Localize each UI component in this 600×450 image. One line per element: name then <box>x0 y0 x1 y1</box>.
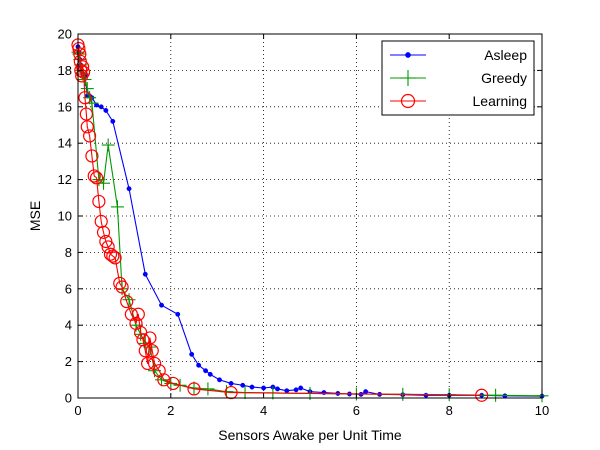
series-learning-point-15 <box>92 194 106 209</box>
x-tick-label-0: 0 <box>74 403 81 418</box>
series-learning-point-35 <box>147 356 162 371</box>
series-asleep-point-14 <box>126 186 132 192</box>
series-learning-point-41 <box>475 388 489 402</box>
series-learning-point-17 <box>96 225 111 239</box>
series-greedy-point-13 <box>110 200 124 214</box>
y-tick-label-18: 18 <box>58 63 72 78</box>
series-asleep-point-31 <box>298 385 304 391</box>
y-tick-label-8: 8 <box>65 245 72 260</box>
series-asleep-point-17 <box>175 311 181 317</box>
legend: Asleep Greedy Learning <box>381 40 535 116</box>
legend-label-learning: Learning <box>473 93 528 109</box>
series-asleep-point-12 <box>103 107 109 113</box>
series-learning-point-10 <box>80 120 94 134</box>
x-tick-label-8: 8 <box>446 403 453 418</box>
series-learning-point-2 <box>73 47 87 61</box>
series-greedy-point-7 <box>80 82 94 96</box>
legend-item-asleep: Asleep <box>390 47 527 63</box>
legend-marker-asleep <box>405 52 411 58</box>
y-tick-label-16: 16 <box>58 99 72 114</box>
series-asleep-point-16 <box>159 302 164 308</box>
series-asleep-point-29 <box>284 388 290 394</box>
y-tick-label-4: 4 <box>65 318 72 333</box>
series-learning-line <box>77 44 482 396</box>
x-tick-label-10: 10 <box>535 403 549 418</box>
y-tick-label-12: 12 <box>58 172 72 187</box>
series-learning-point-6 <box>76 60 90 74</box>
series-asleep-point-40 <box>423 392 429 398</box>
legend-item-learning: Learning <box>390 93 527 109</box>
series-learning-point-32 <box>141 356 155 371</box>
y-tick-label-2: 2 <box>65 354 72 369</box>
series-learning-point-37 <box>157 373 171 387</box>
series-asleep-point-11 <box>98 104 104 110</box>
series-asleep-point-28 <box>275 386 280 392</box>
series-asleep-point-13 <box>110 118 116 124</box>
series-learning-point-12 <box>85 149 99 163</box>
series-learning-point-33 <box>143 331 157 345</box>
series-asleep-point-20 <box>203 368 209 374</box>
series-asleep-point-25 <box>249 384 255 390</box>
grid-lines <box>78 34 542 398</box>
series-asleep-point-22 <box>217 377 222 383</box>
series-asleep-point-18 <box>189 351 195 357</box>
series-learning-point-23 <box>113 276 127 290</box>
y-axis-label: MSE <box>27 201 43 231</box>
series-learning-point-34 <box>145 344 159 358</box>
series-learning-point-20 <box>103 247 118 261</box>
axis-ticks: 0 2 4 6 8 10 0 2 4 6 8 10 12 14 16 18 20 <box>58 27 550 419</box>
series-asleep-point-37 <box>363 389 369 395</box>
series-learning <box>71 38 489 402</box>
y-tick-label-10: 10 <box>58 209 72 224</box>
series-asleep-point-19 <box>196 362 202 368</box>
series-asleep-point-15 <box>142 271 148 277</box>
series-learning-point-22 <box>108 251 122 265</box>
series-learning-point-39 <box>187 382 201 396</box>
legend-label-asleep: Asleep <box>484 47 527 63</box>
x-axis-label: Sensors Awake per Unit Time <box>218 427 402 443</box>
y-tick-label-0: 0 <box>65 391 72 406</box>
x-tick-label-6: 6 <box>353 403 360 418</box>
legend-marker-greedy <box>400 70 416 86</box>
legend-marker-learning <box>400 93 416 109</box>
legend-label-greedy: Greedy <box>481 70 527 86</box>
series-asleep-point-26 <box>261 385 267 391</box>
series-learning-point-38 <box>166 376 180 391</box>
series-learning-point-28 <box>131 307 145 321</box>
series-greedy-point-33 <box>489 388 503 402</box>
series-learning-point-31 <box>138 344 152 358</box>
x-tick-label-4: 4 <box>260 403 267 418</box>
x-tick-label-2: 2 <box>167 403 174 418</box>
series-learning-point-9 <box>79 107 93 121</box>
y-tick-label-14: 14 <box>58 136 72 151</box>
series-learning-point-40 <box>224 385 238 400</box>
legend-item-greedy: Greedy <box>390 70 527 86</box>
series-asleep-point-30 <box>293 387 299 393</box>
series-learning-point-24 <box>115 280 129 294</box>
series-learning-point-25 <box>120 294 134 309</box>
series-learning-point-14 <box>89 171 104 185</box>
y-tick-label-20: 20 <box>58 27 72 42</box>
series-asleep-point-24 <box>240 382 246 388</box>
series-learning-point-13 <box>87 169 101 183</box>
series-asleep-point-21 <box>207 371 213 377</box>
series-greedy-point-25 <box>201 382 215 396</box>
series-learning-point-8 <box>78 91 92 105</box>
series-learning-point-21 <box>106 249 120 263</box>
series-asleep-point-23 <box>228 380 234 386</box>
series-learning-point-11 <box>82 129 97 143</box>
y-tick-label-6: 6 <box>65 281 72 296</box>
series-learning-point-1 <box>72 41 86 56</box>
series-greedy-point-12 <box>101 138 115 152</box>
